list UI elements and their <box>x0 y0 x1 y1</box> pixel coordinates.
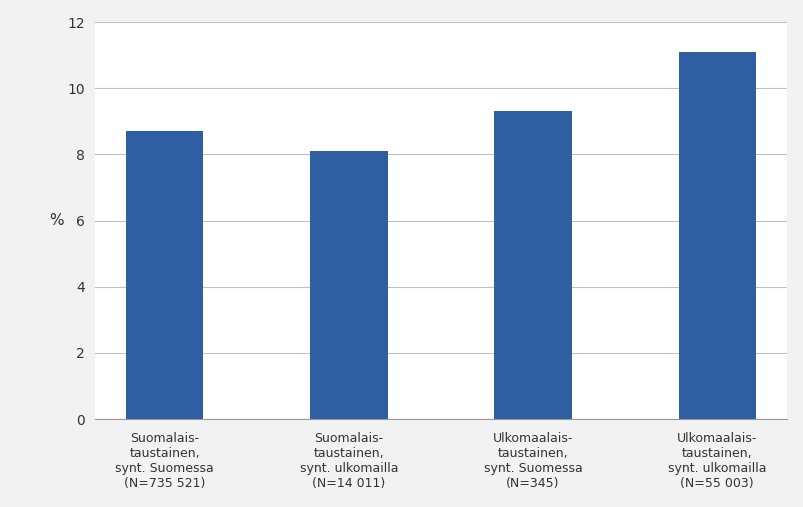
Bar <box>310 151 387 419</box>
Bar <box>494 112 571 419</box>
Bar <box>126 131 203 419</box>
Y-axis label: %: % <box>49 213 63 228</box>
Bar <box>678 52 755 419</box>
